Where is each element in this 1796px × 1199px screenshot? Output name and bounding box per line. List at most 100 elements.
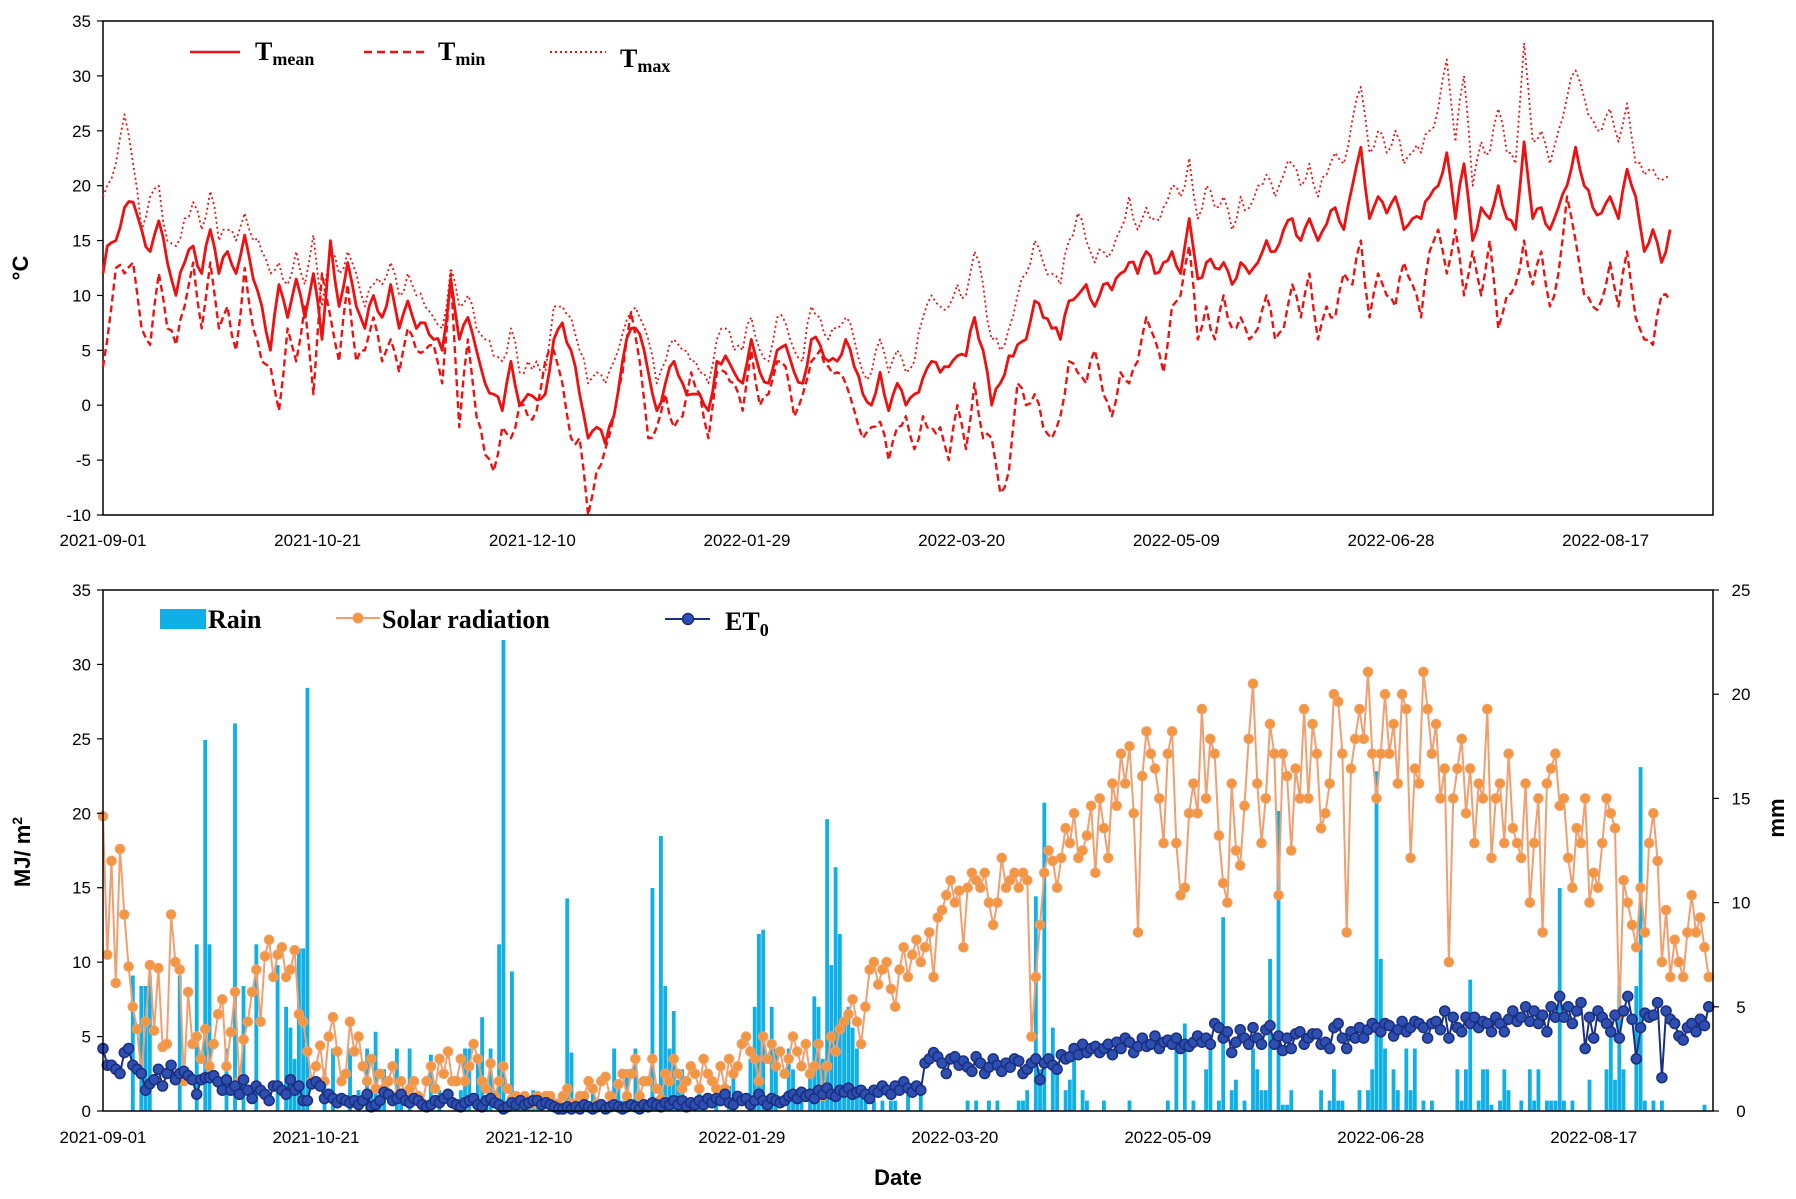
temperature-y-tick-label: 30	[72, 67, 91, 86]
solar-radiation-point	[485, 1058, 496, 1069]
temperature-series	[101, 42, 1672, 517]
solar-radiation-point	[1179, 882, 1191, 894]
solar-radiation-point	[898, 942, 910, 953]
solar-radiation-point	[225, 1026, 237, 1038]
solar-radiation-point	[681, 1075, 692, 1087]
et0-point	[1536, 1009, 1549, 1021]
rain-bar	[612, 1048, 617, 1111]
solar-radiation-point	[830, 1046, 841, 1057]
rain-bar	[1485, 1069, 1490, 1111]
solar-radiation-point	[1656, 956, 1668, 968]
rain-bar	[1102, 1100, 1106, 1111]
solar-radiation-point	[1205, 733, 1216, 745]
temperature-y-tick-label: -10	[66, 506, 91, 525]
et0-point	[1553, 990, 1566, 1003]
weather-plot-frame	[102, 589, 1714, 1112]
rain-bar	[1587, 1079, 1592, 1111]
solar-radiation-point	[498, 1061, 509, 1072]
solar-radiation-point	[1482, 703, 1493, 715]
et0-point	[1170, 1032, 1183, 1044]
et0-point	[1485, 1026, 1498, 1038]
et0-point	[1647, 1009, 1660, 1021]
solar-radiation-point	[766, 1038, 778, 1050]
solar-radiation-point	[1213, 830, 1225, 841]
weather-x-tick-label: 2022-03-20	[911, 1128, 998, 1147]
et0-point	[1651, 996, 1664, 1009]
rain-bar	[1165, 1100, 1170, 1111]
solar-radiation-point	[1524, 897, 1536, 908]
solar-radiation-point	[689, 1068, 701, 1080]
solar-radiation-point	[813, 1038, 824, 1050]
solar-radiation-point	[1264, 718, 1276, 730]
rain-bar	[1660, 1100, 1664, 1111]
solar-radiation-point	[1550, 748, 1561, 760]
solar-radiation-point	[1226, 778, 1237, 789]
solar-radiation-point	[1396, 688, 1408, 700]
et0-point	[1149, 1030, 1161, 1042]
rain-bar	[1191, 1100, 1196, 1111]
solar-radiation-point	[148, 1025, 160, 1036]
rain-y-tick-label: 5	[1736, 998, 1745, 1017]
legend-tmean-label: Tmean	[255, 37, 314, 69]
rain-bar	[1127, 1100, 1132, 1111]
solar-radiation-point	[1597, 837, 1608, 849]
solar-radiation-point	[809, 1061, 820, 1072]
solar-radiation-point	[821, 1061, 833, 1072]
rain-bar	[1217, 1100, 1221, 1111]
solar-radiation-point	[885, 983, 897, 995]
et0-point	[1115, 1042, 1127, 1055]
solar-radiation-point	[1665, 971, 1676, 983]
solar-radiation-point	[1660, 904, 1672, 916]
solar-radiation-point	[289, 944, 301, 956]
solar-radiation-point	[1426, 748, 1438, 760]
solar-radiation-point	[310, 1061, 322, 1072]
rain-bar	[275, 965, 280, 1111]
solar-radiation-point	[340, 1068, 352, 1080]
solar-radiation-point	[174, 964, 185, 975]
rain-y-axis: 25 20 15 10 5 0	[1713, 581, 1750, 1121]
et0-point	[1221, 1026, 1234, 1038]
solar-radiation-point	[1567, 882, 1578, 894]
rain-bar	[1285, 1104, 1290, 1111]
rain-bar	[757, 933, 761, 1111]
solar-radiation-point	[323, 1031, 335, 1042]
solar-radiation-point	[1439, 763, 1450, 774]
radiation-y-tick-label: 0	[82, 1102, 91, 1121]
solar-radiation-point	[1217, 877, 1229, 889]
rain-bar	[288, 1027, 293, 1111]
solar-radiation-point	[1635, 882, 1646, 894]
solar-radiation-point	[255, 1016, 266, 1028]
solar-radiation-point	[387, 1061, 398, 1072]
rain-bar	[331, 1048, 335, 1111]
solar-radiation-point	[1196, 703, 1208, 715]
rain-bar	[1038, 1069, 1042, 1111]
legend-solar-marker	[352, 612, 364, 624]
et0-point	[1421, 1032, 1434, 1044]
solar-radiation-point	[1418, 666, 1429, 678]
rain-bar	[1412, 1048, 1417, 1111]
solar-radiation-point	[1503, 748, 1514, 760]
solar-radiation-point	[297, 1016, 309, 1028]
solar-radiation-point	[872, 979, 884, 990]
solar-radiation-point	[434, 1053, 445, 1065]
solar-radiation-point	[792, 1046, 803, 1057]
solar-radiation-point	[1345, 763, 1357, 774]
et0-point	[156, 1080, 169, 1092]
solar-radiation-point	[1119, 778, 1131, 789]
solar-radiation-point	[259, 950, 271, 962]
rain-bar	[1072, 1048, 1077, 1111]
solar-radiation-point	[1409, 763, 1421, 774]
solar-radiation-point	[949, 897, 961, 908]
solar-radiation-point	[1234, 860, 1246, 871]
rain-bar	[1080, 1090, 1085, 1111]
temperature-y-tick-label: 25	[72, 122, 91, 141]
solar-radiation-point	[1188, 778, 1199, 789]
temperature-y-tick-label: 10	[72, 286, 91, 305]
et0-point	[165, 1059, 177, 1071]
solar-radiation-point	[263, 934, 275, 946]
rain-y-axis-title: mm	[1764, 798, 1789, 837]
et0-point	[1051, 1063, 1063, 1076]
solar-radiation-point	[153, 962, 164, 974]
solar-radiation-point	[1111, 800, 1122, 812]
solar-radiation-point	[1030, 971, 1042, 983]
